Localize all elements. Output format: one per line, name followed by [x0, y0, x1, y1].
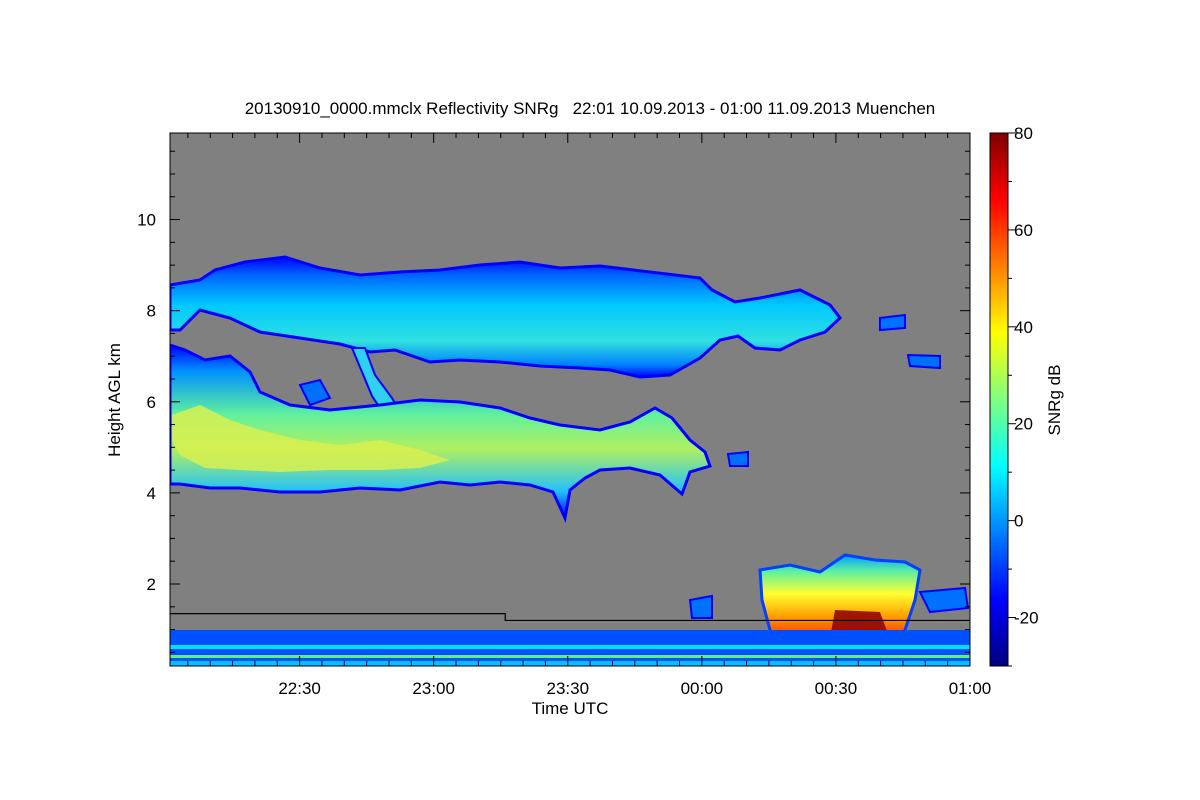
plot-frame: [169, 132, 971, 667]
mid-cloud-layer: [170, 343, 712, 523]
chart-title: 20130910_0000.mmclx Reflectivity SNRg 22…: [245, 99, 936, 118]
x-tick-label: 23:30: [546, 679, 589, 698]
colorbar-label: SNRg dB: [1045, 365, 1064, 436]
surface-clutter: [170, 661, 970, 666]
colorbar-tick-label: 80: [1014, 124, 1033, 143]
x-tick-label: 23:00: [412, 679, 455, 698]
x-tick-label: 22:30: [278, 679, 321, 698]
colorbar: [989, 132, 1009, 667]
y-axis-label: Height AGL km: [105, 343, 124, 457]
y-tick-label: 10: [137, 211, 156, 230]
colorbar-tick-label: 40: [1014, 318, 1033, 337]
y-tick-label: 4: [147, 484, 156, 503]
echo-patch: [906, 353, 941, 370]
y-tick-label: 2: [147, 575, 156, 594]
y-tick-label: 8: [147, 302, 156, 321]
echo-patch: [879, 313, 906, 332]
echo-patch: [726, 450, 749, 467]
echo-patch: [298, 378, 332, 407]
colorbar-tick-label: 20: [1014, 415, 1033, 434]
boundary-line: [170, 613, 970, 622]
low-echo: [688, 594, 713, 619]
surface-clutter: [170, 655, 970, 658]
x-tick-label: 01:00: [949, 679, 992, 698]
surface-clutter: [170, 645, 970, 649]
x-tick-label: 00:30: [815, 679, 858, 698]
colorbar-tick-label: 60: [1014, 221, 1033, 240]
colorbar-tick-label: -20: [1014, 609, 1039, 628]
y-tick-label: 6: [147, 393, 156, 412]
colorbar-tick-label: 0: [1014, 512, 1023, 531]
x-axis-label: Time UTC: [532, 699, 609, 718]
low-echo: [918, 586, 970, 614]
x-tick-label: 00:00: [681, 679, 724, 698]
mid-cloud-core: [172, 405, 450, 472]
